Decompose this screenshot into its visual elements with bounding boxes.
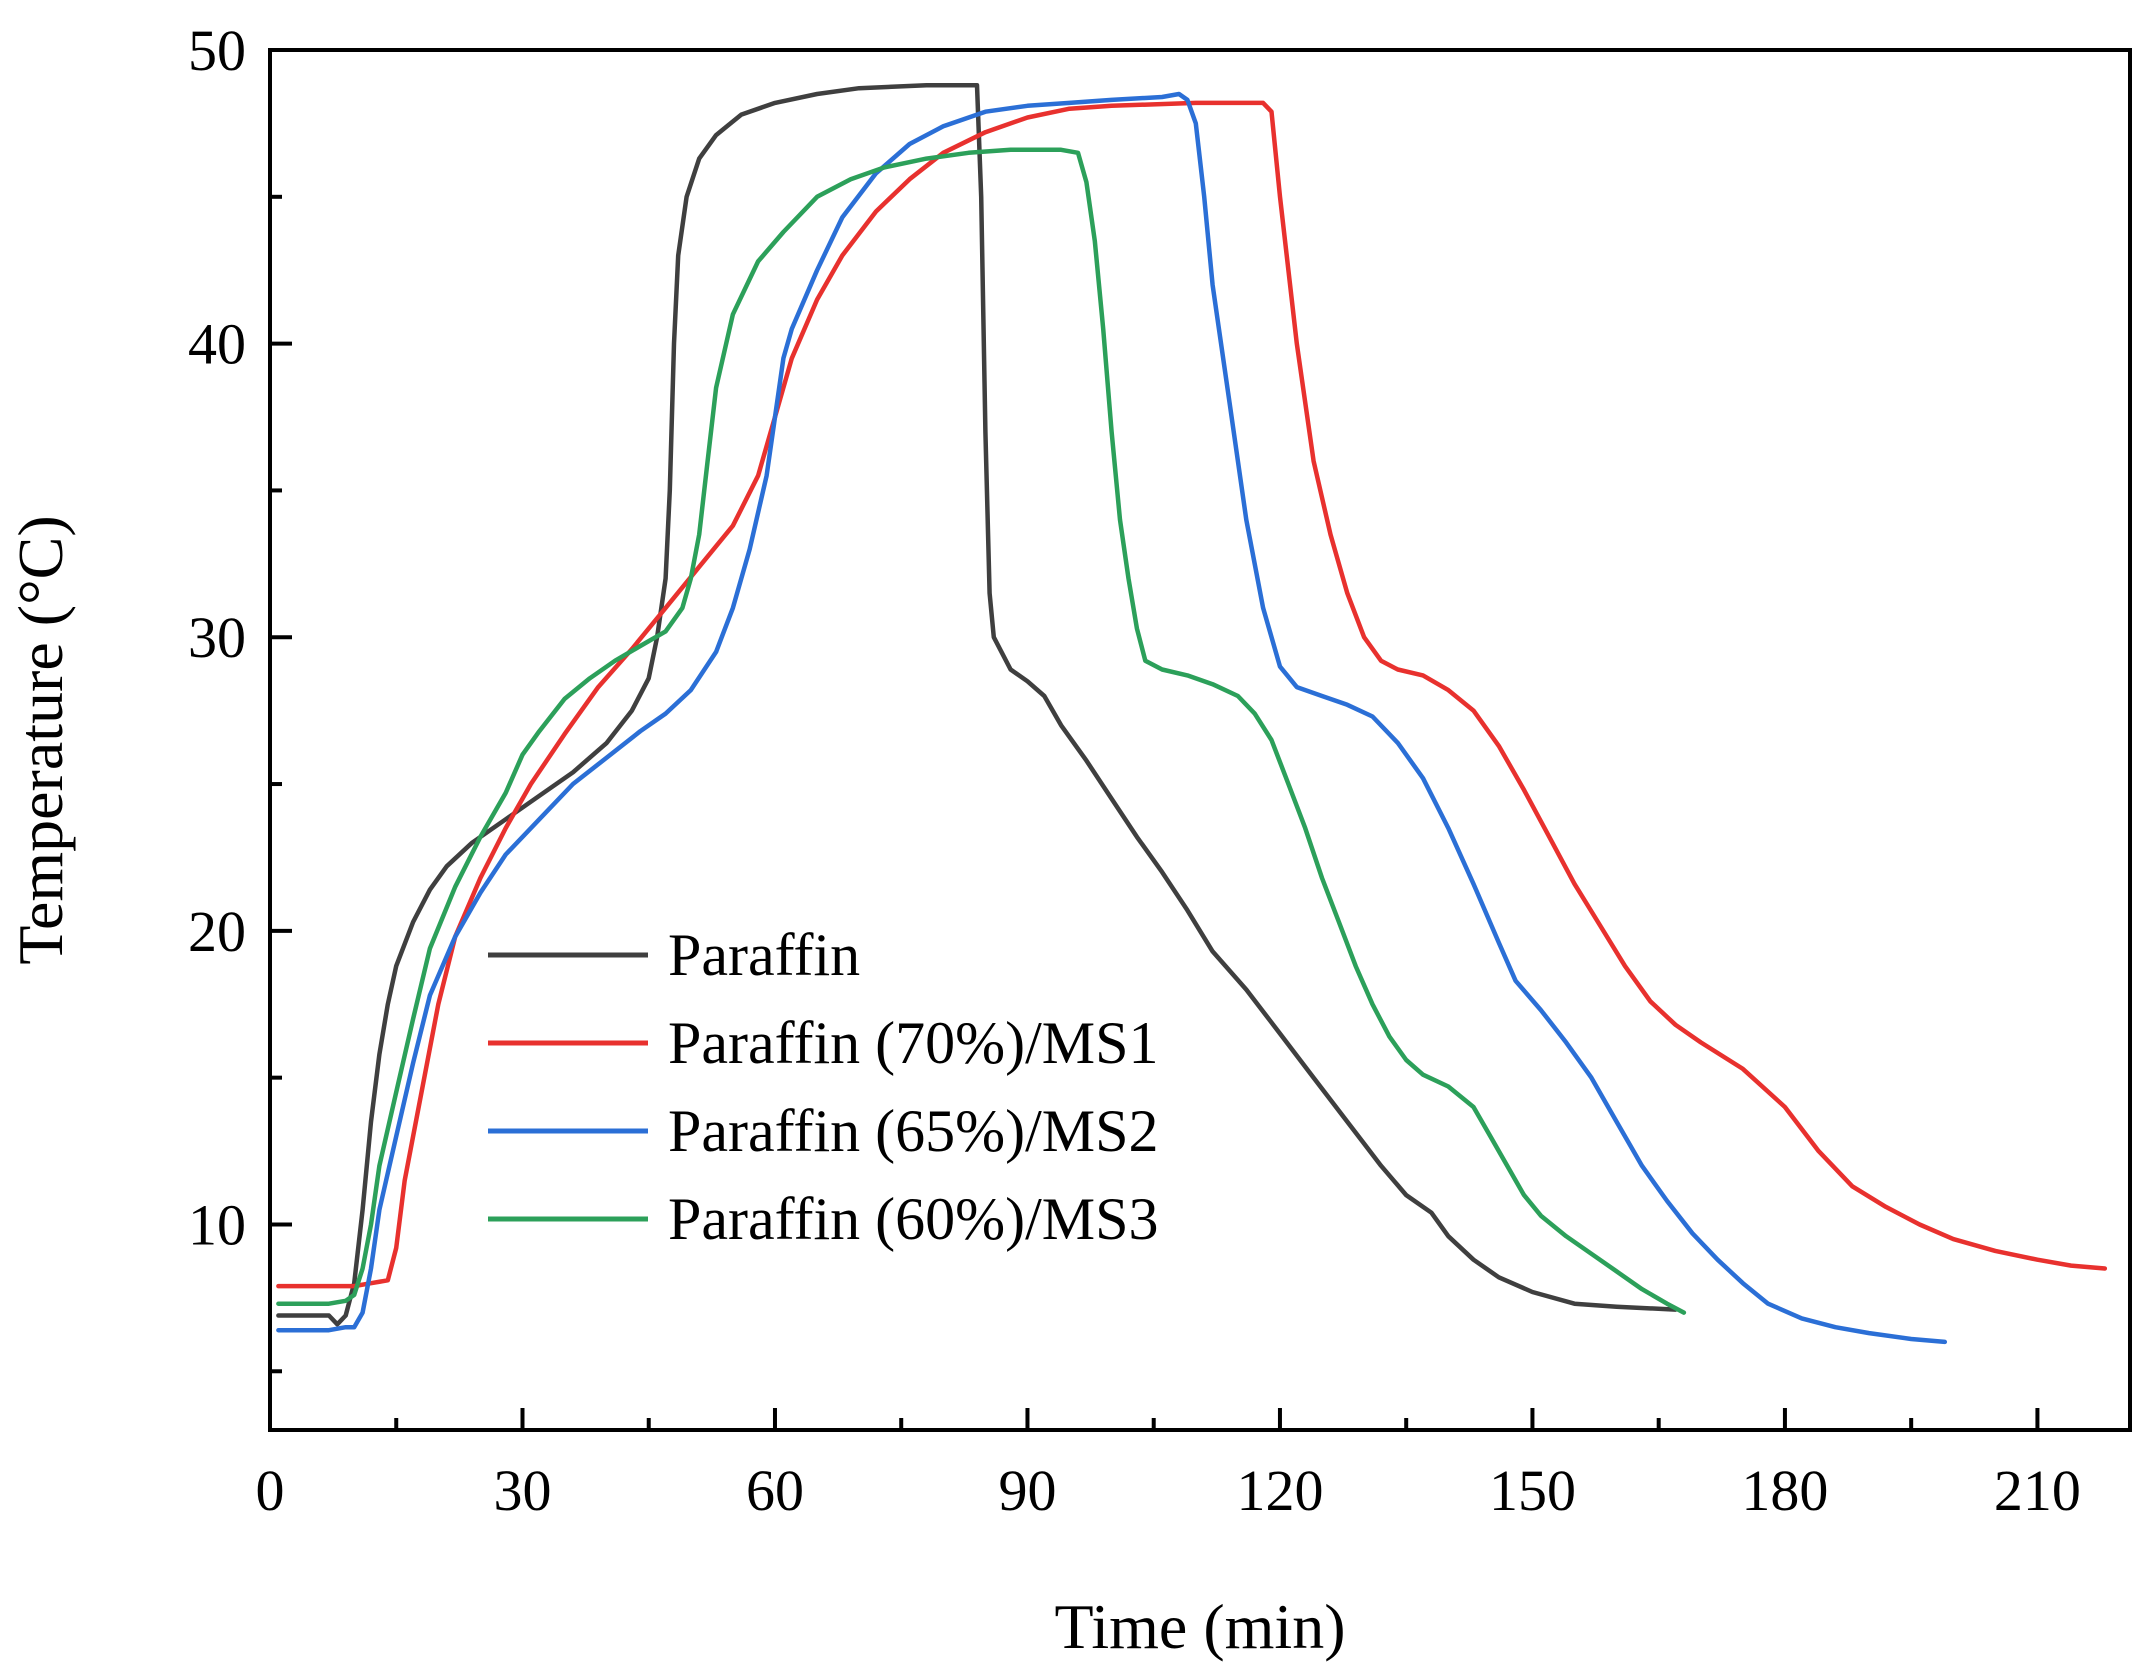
x-tick-label: 180 bbox=[1741, 1458, 1828, 1523]
plot-frame bbox=[268, 48, 2132, 1432]
legend: Paraffin Paraffin (70%)/MS1 Paraffin (65%)… bbox=[488, 922, 1159, 1252]
legend-label-4: Paraffin (60%)/MS3 bbox=[668, 1186, 1159, 1252]
x-tick-label: 90 bbox=[998, 1458, 1056, 1523]
series-line-3 bbox=[276, 91, 1948, 1345]
y-tick-label: 50 bbox=[188, 18, 246, 83]
y-tick-label: 30 bbox=[188, 605, 246, 670]
series-line-1 bbox=[276, 82, 1678, 1327]
y-tick-label: 10 bbox=[188, 1192, 246, 1257]
series-layer bbox=[276, 82, 2108, 1345]
legend-label-1: Paraffin bbox=[668, 922, 860, 988]
y-tick-label: 40 bbox=[188, 312, 246, 377]
x-tick-label: 120 bbox=[1236, 1458, 1323, 1523]
series-line-2 bbox=[276, 100, 2108, 1289]
y-axis-title: Temperature (°C) bbox=[5, 515, 76, 964]
x-tick-label: 60 bbox=[746, 1458, 804, 1523]
legend-label-3: Paraffin (65%)/MS2 bbox=[668, 1098, 1159, 1164]
x-tick-label: 150 bbox=[1489, 1458, 1576, 1523]
x-tick-label: 30 bbox=[493, 1458, 551, 1523]
y-tick-label: 20 bbox=[188, 899, 246, 964]
legend-label-2: Paraffin (70%)/MS1 bbox=[668, 1010, 1159, 1076]
x-tick-labels: 0 30 60 90 120 150 180 210 bbox=[256, 1458, 2081, 1523]
y-tick-labels: 10 20 30 40 50 bbox=[188, 18, 246, 1257]
series-line-4 bbox=[276, 147, 1687, 1315]
x-axis-title: Time (min) bbox=[1055, 1591, 1346, 1662]
x-tick-label: 0 bbox=[256, 1458, 285, 1523]
x-tick-label: 210 bbox=[1994, 1458, 2081, 1523]
